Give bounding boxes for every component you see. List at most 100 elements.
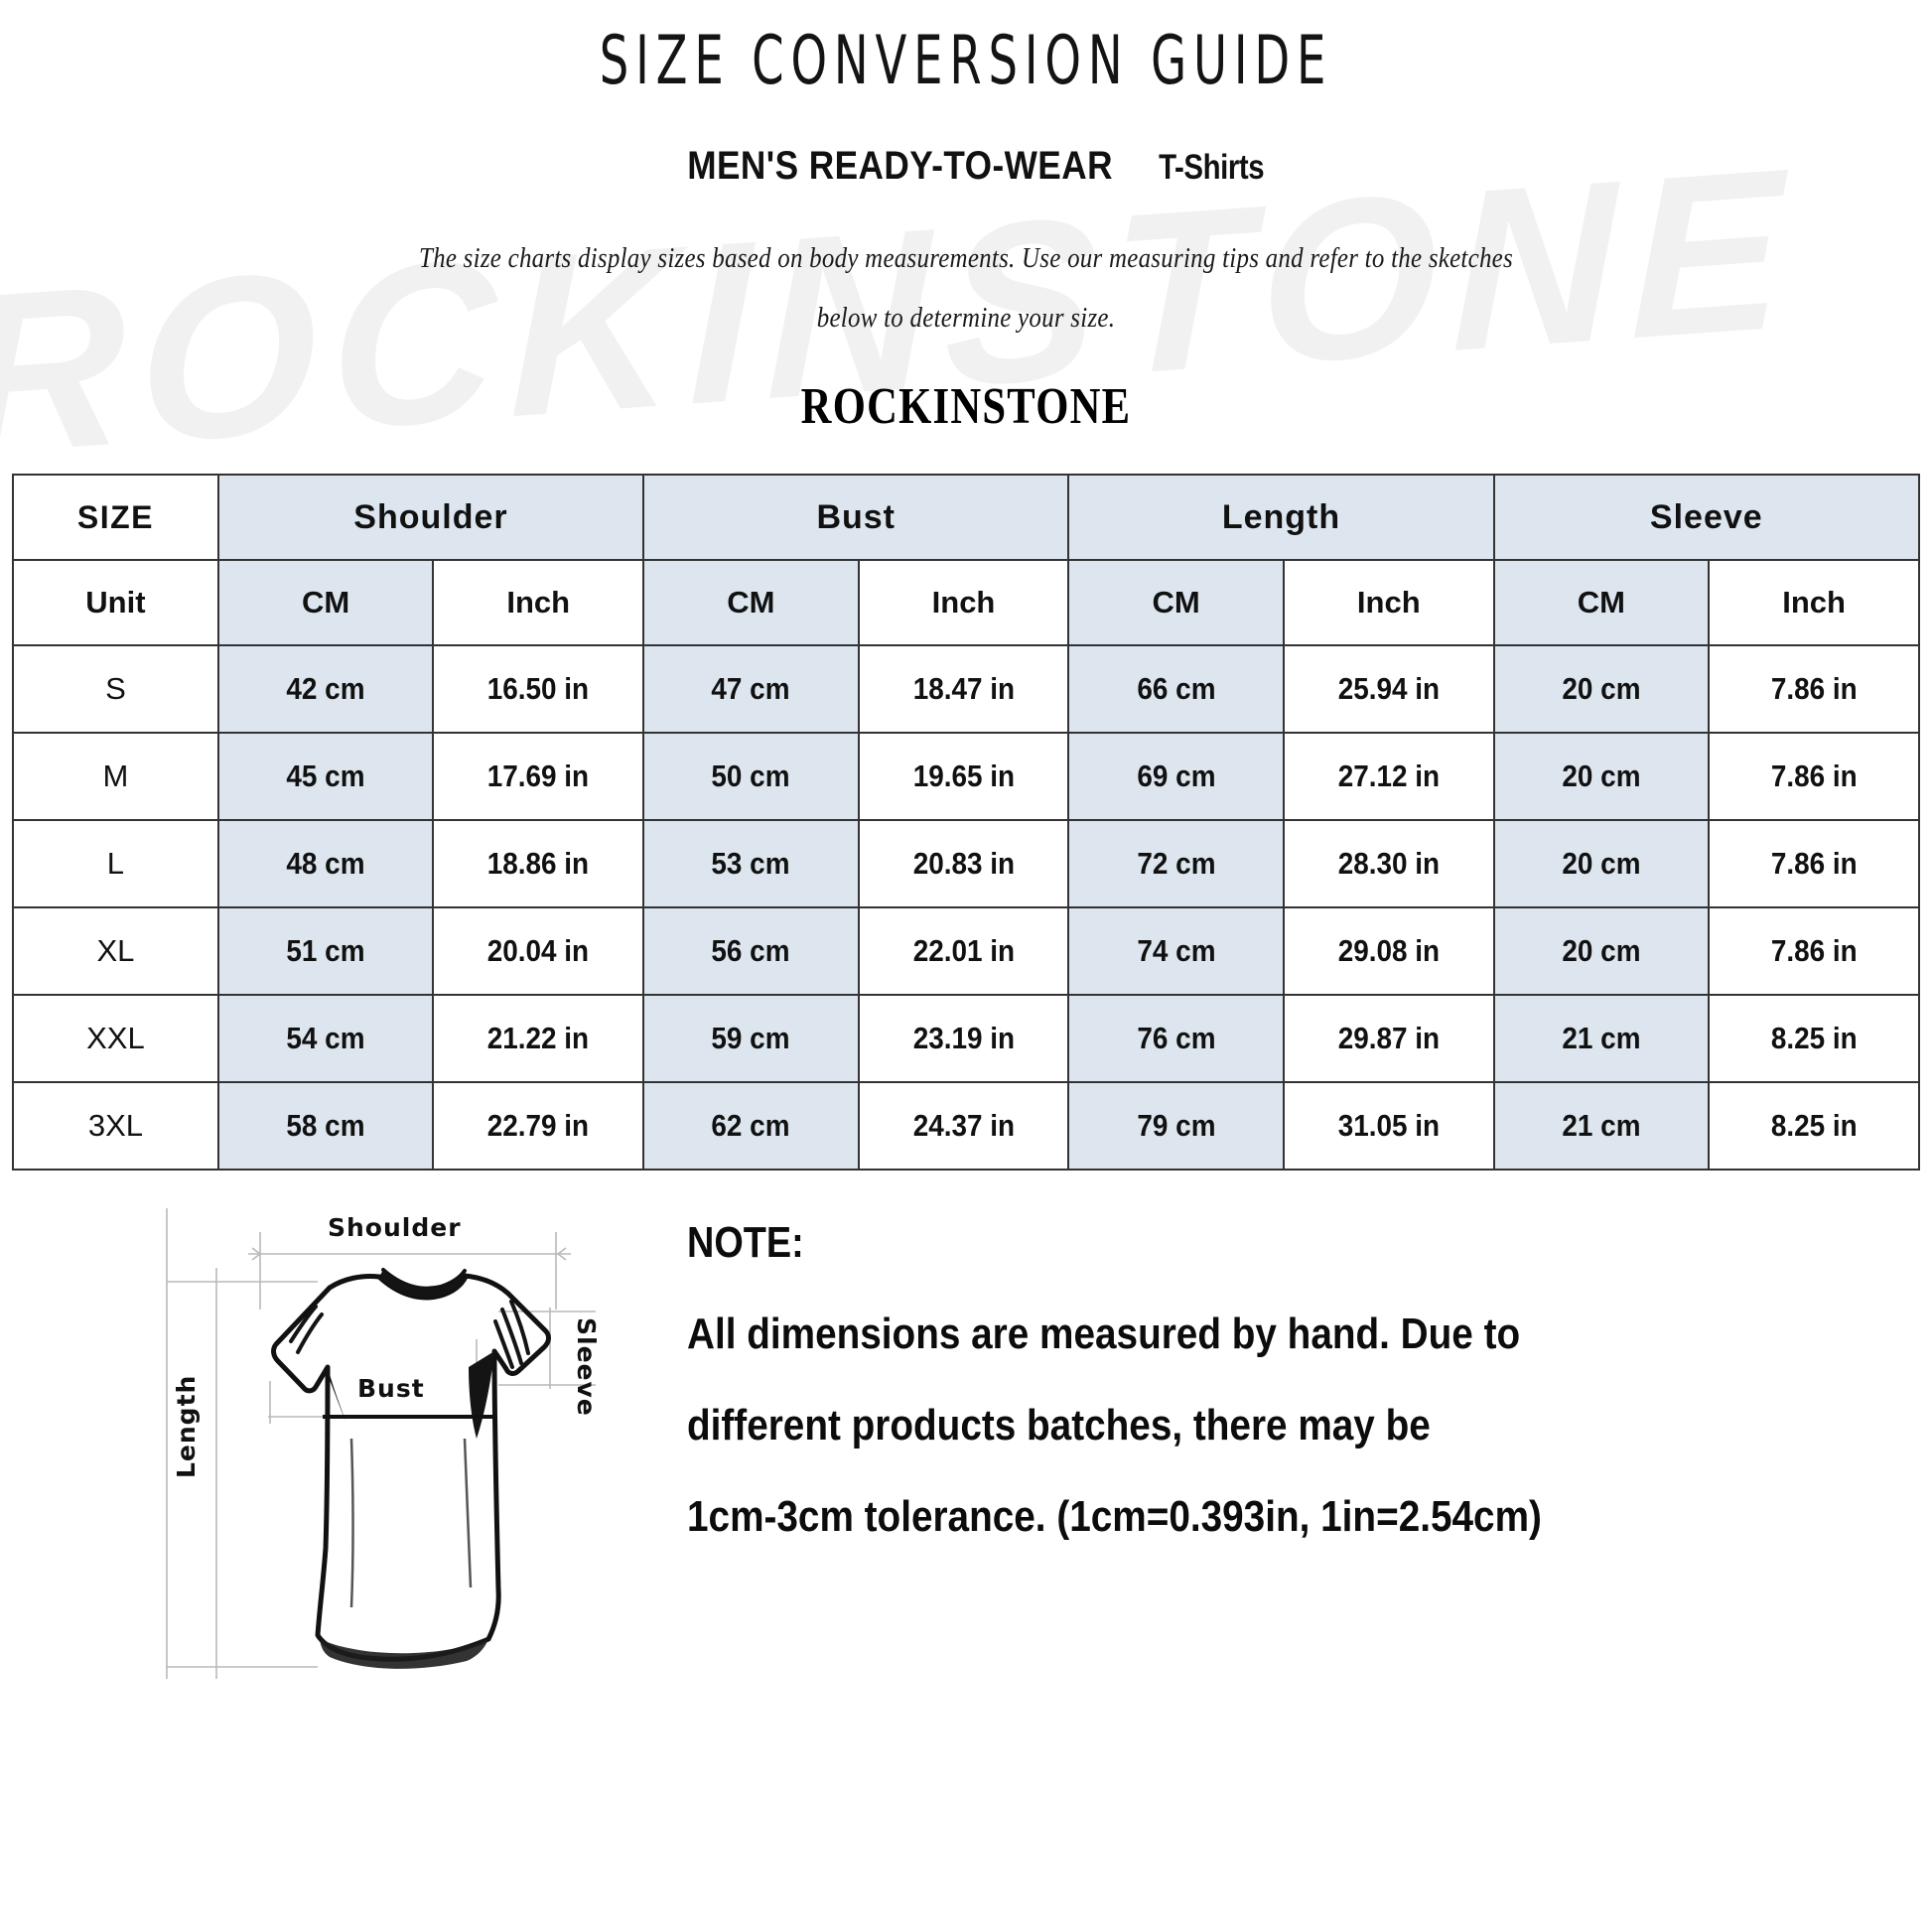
value-text: 25.94 in xyxy=(1337,671,1440,706)
subtitle: MEN'S READY-TO-WEAR T-Shirts xyxy=(0,144,1932,189)
cell-bust-cm: 59 cm xyxy=(642,994,860,1083)
note-line-3: 1cm-3cm tolerance. (1cm=0.393in, 1in=2.5… xyxy=(687,1492,1542,1541)
table-row: XXL 54 cm 21.22 in 59 cm 23.19 in 76 cm … xyxy=(12,994,1920,1083)
cell-sleeve-inch: 7.86 in xyxy=(1708,906,1920,996)
cell-bust-inch: 23.19 in xyxy=(857,994,1070,1083)
cell-length-inch: 31.05 in xyxy=(1282,1081,1495,1171)
value-text: 45 cm xyxy=(286,759,365,793)
unit-cell-bust-inch: Inch xyxy=(857,559,1070,646)
row-size-label: XL xyxy=(12,906,219,996)
header-cell-sleeve: Sleeve xyxy=(1492,474,1921,561)
value-text: 18.86 in xyxy=(487,846,590,881)
value-text: 20 cm xyxy=(1562,933,1641,968)
description-line-1: The size charts display sizes based on b… xyxy=(419,242,1513,274)
cell-length-inch: 25.94 in xyxy=(1282,644,1495,734)
cell-shoulder-inch: 21.22 in xyxy=(432,994,645,1083)
cell-sleeve-inch: 7.86 in xyxy=(1708,644,1920,734)
cell-sleeve-inch: 8.25 in xyxy=(1708,1081,1920,1171)
value-text: 19.65 in xyxy=(912,759,1015,793)
row-size-label: S xyxy=(12,644,219,734)
value-text: 29.08 in xyxy=(1337,933,1440,968)
size-table-container: SIZE Shoulder Bust Length Sleeve Unit CM… xyxy=(12,474,1921,1171)
value-text: 79 cm xyxy=(1137,1108,1216,1143)
value-text: 56 cm xyxy=(711,933,790,968)
cell-sleeve-cm: 20 cm xyxy=(1492,906,1711,996)
value-text: 47 cm xyxy=(711,671,790,706)
cell-length-cm: 79 cm xyxy=(1067,1081,1285,1171)
cell-sleeve-cm: 20 cm xyxy=(1492,819,1711,908)
header-cell-length: Length xyxy=(1067,474,1495,561)
cell-shoulder-cm: 45 cm xyxy=(216,732,435,821)
cell-length-cm: 69 cm xyxy=(1067,732,1285,821)
cell-shoulder-cm: 51 cm xyxy=(216,906,435,996)
unit-cell-sleeve-cm: CM xyxy=(1492,559,1711,646)
cell-bust-inch: 18.47 in xyxy=(857,644,1070,734)
brand-name: ROCKINSTONE xyxy=(800,378,1132,435)
note-block: NOTE: All dimensions are measured by han… xyxy=(687,1218,1908,1542)
note-line-1: All dimensions are measured by hand. Due… xyxy=(687,1310,1521,1358)
subtitle-product: T-Shirts xyxy=(1158,148,1265,187)
value-text: 20 cm xyxy=(1562,759,1641,793)
value-text: 54 cm xyxy=(286,1021,365,1055)
unit-cell-label: Unit xyxy=(12,559,219,646)
cell-shoulder-cm: 58 cm xyxy=(216,1081,435,1171)
value-text: 7.86 in xyxy=(1770,933,1858,968)
cell-sleeve-cm: 20 cm xyxy=(1492,732,1711,821)
cell-shoulder-inch: 16.50 in xyxy=(432,644,645,734)
value-text: 20 cm xyxy=(1562,846,1641,881)
value-text: 29.87 in xyxy=(1337,1021,1440,1055)
value-text: 8.25 in xyxy=(1770,1108,1858,1143)
cell-sleeve-inch: 8.25 in xyxy=(1708,994,1920,1083)
cell-length-inch: 29.87 in xyxy=(1282,994,1495,1083)
row-size-label: L xyxy=(12,819,219,908)
value-text: 22.01 in xyxy=(912,933,1015,968)
value-text: 69 cm xyxy=(1137,759,1216,793)
value-text: 76 cm xyxy=(1137,1021,1216,1055)
cell-shoulder-cm: 48 cm xyxy=(216,819,435,908)
cell-shoulder-inch: 17.69 in xyxy=(432,732,645,821)
cell-bust-inch: 19.65 in xyxy=(857,732,1070,821)
cell-sleeve-cm: 21 cm xyxy=(1492,994,1711,1083)
cell-length-inch: 29.08 in xyxy=(1282,906,1495,996)
unit-cell-length-cm: CM xyxy=(1067,559,1285,646)
cell-bust-inch: 20.83 in xyxy=(857,819,1070,908)
cell-shoulder-inch: 20.04 in xyxy=(432,906,645,996)
value-text: 20.04 in xyxy=(487,933,590,968)
note-line-2: different products batches, there may be xyxy=(687,1401,1431,1449)
cell-length-cm: 72 cm xyxy=(1067,819,1285,908)
unit-cell-length-inch: Inch xyxy=(1282,559,1495,646)
value-text: 18.47 in xyxy=(912,671,1015,706)
value-text: 28.30 in xyxy=(1337,846,1440,881)
subtitle-category: MEN'S READY-TO-WEAR xyxy=(687,144,1113,188)
cell-shoulder-cm: 42 cm xyxy=(216,644,435,734)
unit-cell-shoulder-cm: CM xyxy=(216,559,435,646)
size-conversion-table: SIZE Shoulder Bust Length Sleeve Unit CM… xyxy=(12,474,1921,1171)
table-unit-row: Unit CM Inch CM Inch CM Inch CM Inch xyxy=(12,559,1920,646)
value-text: 48 cm xyxy=(286,846,365,881)
bottom-section: Shoulder Bust Length Sleeve NOTE: All di… xyxy=(0,1190,1932,1687)
cell-bust-inch: 22.01 in xyxy=(857,906,1070,996)
header-cell-bust: Bust xyxy=(642,474,1070,561)
cell-bust-cm: 53 cm xyxy=(642,819,860,908)
unit-cell-bust-cm: CM xyxy=(642,559,860,646)
cell-length-cm: 66 cm xyxy=(1067,644,1285,734)
value-text: 7.86 in xyxy=(1770,671,1858,706)
cell-length-cm: 76 cm xyxy=(1067,994,1285,1083)
table-group-header-row: SIZE Shoulder Bust Length Sleeve xyxy=(12,474,1921,561)
value-text: 53 cm xyxy=(711,846,790,881)
table-row: M 45 cm 17.69 in 50 cm 19.65 in 69 cm 27… xyxy=(12,732,1920,821)
description-line-2: below to determine your size. xyxy=(816,302,1116,334)
value-text: 20.83 in xyxy=(912,846,1015,881)
sketch-label-bust: Bust xyxy=(357,1374,425,1403)
value-text: 23.19 in xyxy=(912,1021,1015,1055)
value-text: 7.86 in xyxy=(1770,846,1858,881)
value-text: 72 cm xyxy=(1137,846,1216,881)
cell-bust-cm: 50 cm xyxy=(642,732,860,821)
cell-shoulder-inch: 22.79 in xyxy=(432,1081,645,1171)
cell-sleeve-cm: 20 cm xyxy=(1492,644,1711,734)
value-text: 21.22 in xyxy=(487,1021,590,1055)
chart-header: SIZE CONVERSION GUIDE MEN'S READY-TO-WEA… xyxy=(0,0,1932,436)
value-text: 51 cm xyxy=(286,933,365,968)
cell-bust-inch: 24.37 in xyxy=(857,1081,1070,1171)
